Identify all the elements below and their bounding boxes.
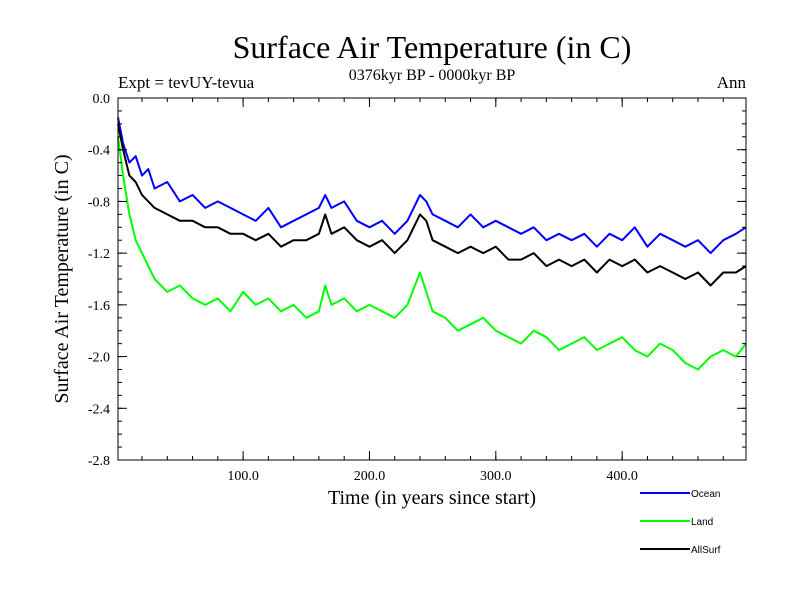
chart-left-note: Expt = tevUY-tevua: [118, 73, 255, 92]
x-tick-label: 100.0: [227, 469, 259, 484]
x-tick-label: 200.0: [354, 469, 386, 484]
plot-frame: [117, 97, 747, 461]
y-tick-label: -2.0: [88, 351, 110, 366]
plot-area: 0.0 -0.4 -0.8 -1.2 -1.6 -2.0 -2.4 -2.8 100.0 200.…: [88, 92, 747, 484]
y-tick-label: -2.8: [88, 454, 110, 469]
y-tick-label: -1.6: [88, 299, 110, 314]
series-line-land: [117, 136, 747, 371]
y-tick-label: -2.4: [88, 402, 110, 417]
chart-right-note: Ann: [717, 73, 747, 92]
x-tick-label: 400.0: [606, 469, 638, 484]
series-line-ocean: [117, 117, 747, 255]
legend: Ocean Land AllSurf: [640, 489, 721, 556]
chart-subtitle: 0376kyr BP - 0000kyr BP: [349, 67, 516, 84]
y-tick-label: 0.0: [93, 92, 111, 107]
y-axis-label: Surface Air Temperature (in C): [51, 154, 73, 403]
x-axis-label: Time (in years since start): [328, 487, 536, 509]
y-tick-label: -0.8: [88, 195, 110, 210]
legend-label-allsurf: AllSurf: [691, 545, 721, 556]
y-tick-label: -1.2: [88, 247, 110, 262]
x-tick-label: 300.0: [480, 469, 512, 484]
legend-label-ocean: Ocean: [691, 489, 720, 500]
chart-title: Surface Air Temperature (in C): [233, 29, 632, 65]
series-line-allsurf: [117, 123, 747, 287]
legend-label-land: Land: [691, 517, 713, 528]
y-tick-label: -0.4: [88, 144, 110, 159]
